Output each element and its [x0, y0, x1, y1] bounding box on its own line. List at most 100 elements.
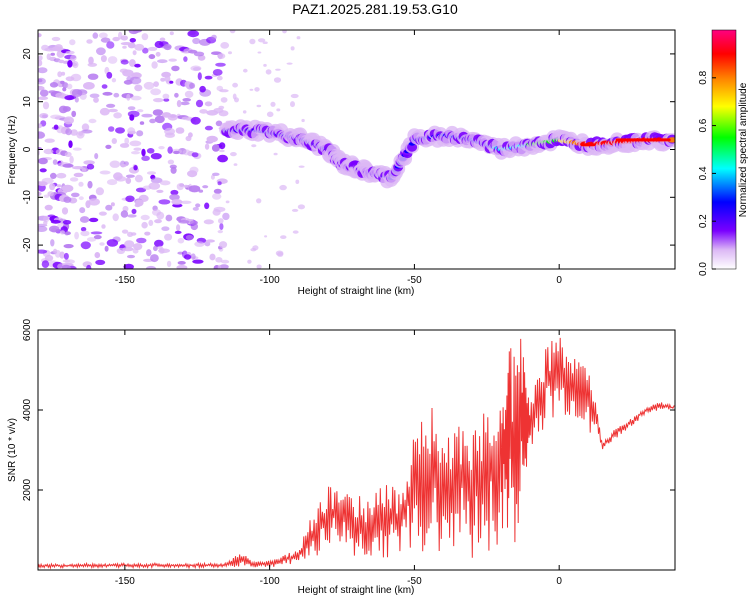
- x-tick-label: -50: [407, 275, 422, 286]
- heatmap-noise-blob: [187, 170, 198, 178]
- heatmap-noise-blob: [176, 224, 181, 232]
- heatmap-noise-blob: [71, 192, 80, 198]
- heatmap-noise-blob: [61, 207, 69, 215]
- heatmap-noise-blob: [217, 230, 223, 234]
- heatmap-noise-blob: [139, 121, 145, 125]
- heatmap-noise-blob: [44, 138, 55, 143]
- heatmap-noise-blob: [256, 264, 262, 269]
- heatmap-noise-blob: [169, 31, 174, 36]
- heatmap-noise-blob: [62, 220, 72, 225]
- heatmap-noise-blob: [129, 76, 142, 85]
- heatmap-noise-blob: [153, 245, 158, 252]
- heatmap-noise-blob: [125, 174, 135, 178]
- heatmap-noise-blob: [273, 77, 282, 83]
- heatmap-noise-blob: [56, 184, 62, 188]
- heatmap-noise-blob: [127, 106, 136, 111]
- heatmap-noise-blob: [148, 182, 161, 190]
- heatmap-noise-blob: [87, 62, 98, 67]
- heatmap-noise-blob: [163, 98, 170, 102]
- heatmap-noise-blob: [145, 265, 157, 269]
- heatmap-noise-blob: [176, 265, 188, 269]
- heatmap-noise-blob: [54, 44, 63, 51]
- heatmap-noise-blob: [88, 56, 94, 65]
- heatmap-noise-blob: [38, 85, 45, 91]
- heatmap-noise-blob: [61, 71, 66, 76]
- heatmap-noise-blob: [38, 33, 42, 38]
- y-tick-label: 20: [22, 48, 33, 60]
- snr-series-line: [38, 337, 675, 570]
- heatmap-noise-blob: [205, 239, 215, 243]
- heatmap-noise-blob: [108, 108, 118, 113]
- heatmap-noise-blob: [100, 55, 107, 63]
- heatmap-noise-blob: [228, 51, 232, 55]
- heatmap-noise-blob: [134, 43, 145, 51]
- heatmap-noise-blob: [141, 221, 148, 229]
- heatmap-noise-blob: [204, 75, 213, 80]
- heatmap-noise-blob: [275, 68, 281, 71]
- snr-panel: -150 -100 -50 0 2000 4000 6000 Height of stra…: [7, 318, 676, 596]
- heatmap-noise-blob: [219, 223, 224, 230]
- heatmap-noise-blob: [171, 65, 180, 72]
- heatmap-noise-blob: [72, 166, 84, 170]
- heatmap-noise-blob: [202, 185, 209, 189]
- heatmap-noise-blob: [60, 230, 65, 235]
- heatmap-noise-blob: [150, 177, 163, 184]
- heatmap-noise-blob: [44, 204, 53, 211]
- heatmap-noise-blob: [133, 243, 143, 251]
- heatmap-noise-blob: [83, 82, 95, 90]
- heatmap-noise-blob: [38, 181, 48, 187]
- heatmap-noise-blob: [169, 80, 174, 84]
- heatmap-noise-blob: [38, 131, 46, 139]
- heatmap-noise-blob: [177, 261, 186, 265]
- heatmap-noise-blob: [230, 152, 237, 157]
- snr-x-ticks: -150 -100 -50 0: [115, 330, 562, 587]
- heatmap-noise-blob: [127, 214, 137, 218]
- heatmap-noise-blob: [211, 144, 220, 152]
- heatmap-noise-blob: [161, 226, 170, 231]
- heatmap-noise-blob: [193, 67, 201, 71]
- heatmap-noise-blob: [61, 184, 74, 193]
- heatmap-noise-blob: [61, 264, 71, 269]
- heatmap-noise-blob: [100, 37, 111, 43]
- heatmap-noise-blob: [96, 47, 106, 56]
- heatmap-noise-blob: [90, 231, 103, 235]
- heatmap-noise-blob: [136, 109, 144, 113]
- heatmap-noise-blob: [157, 245, 163, 250]
- heatmap-noise-blob: [83, 160, 95, 165]
- heatmap-noise-blob: [87, 73, 99, 80]
- heatmap-noise-blob: [71, 89, 83, 97]
- x-tick-label: -100: [260, 576, 280, 587]
- heatmap-noise-blob: [92, 32, 99, 39]
- x-tick-label: -50: [407, 576, 422, 587]
- heatmap-noise-blob: [276, 108, 281, 112]
- heatmap-noise-blob: [170, 189, 179, 196]
- heatmap-noise-blob: [79, 207, 86, 214]
- heatmap-noise-blob: [93, 235, 102, 240]
- heatmap-noise-blob: [143, 81, 155, 90]
- heatmap-noise-blob: [211, 34, 217, 40]
- heatmap-noise-blob: [213, 188, 222, 194]
- heatmap-noise-blob: [176, 183, 184, 191]
- heatmap-noise-blob: [99, 107, 110, 116]
- heatmap-noise-blob: [243, 68, 248, 73]
- heatmap-noise-blob: [141, 155, 150, 161]
- y-tick-label: 2000: [22, 478, 33, 501]
- heatmap-noise-blob: [89, 93, 100, 99]
- heatmap-noise-blob: [101, 84, 108, 89]
- heatmap-noise-blob: [106, 103, 116, 108]
- heatmap-noise-blob: [105, 144, 112, 149]
- heatmap-noise-blob: [134, 84, 143, 92]
- heatmap-noise-blob: [290, 101, 295, 108]
- heatmap-noise-blob: [63, 244, 74, 249]
- heatmap-noise-blob: [38, 191, 42, 196]
- heatmap-noise-blob: [142, 47, 149, 54]
- heatmap-noise-blob: [86, 264, 92, 269]
- heatmap-noise-blob: [120, 210, 129, 218]
- heatmap-noise-blob: [256, 198, 262, 204]
- colorbar-gradient: [711, 29, 737, 270]
- heatmap-noise-blob: [140, 214, 150, 221]
- heatmap-noise-blob: [129, 114, 135, 121]
- heatmap-noise-blob: [136, 237, 147, 244]
- heatmap-noise-blob: [298, 165, 305, 168]
- heatmap-noise-blob: [178, 220, 190, 224]
